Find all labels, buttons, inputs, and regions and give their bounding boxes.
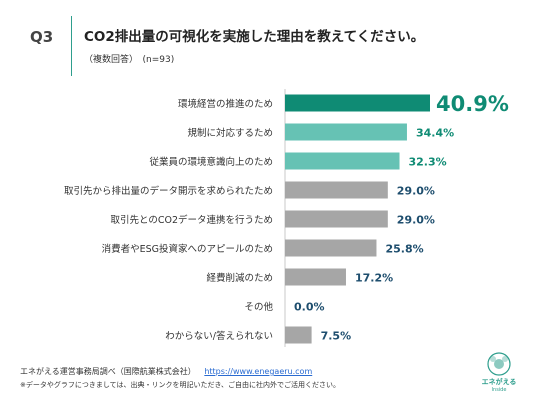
source-line: エネがえる運営事務局調べ（国際航業株式会社） https://www.enega… (20, 366, 312, 377)
category-label: 経費削減のため (206, 272, 273, 284)
category-label: 取引先とのCO2データ連携を行うため (110, 214, 273, 226)
bar (285, 152, 400, 170)
category-label: 環境経営の推進のため (178, 98, 273, 110)
value-label: 7.5% (321, 330, 352, 343)
question-text: CO2排出量の可視化を実施した理由を教えてください。 (84, 29, 425, 45)
sample-note: （複数回答） (n=93) (84, 55, 175, 65)
bar (285, 268, 346, 286)
value-label: 25.8% (385, 243, 423, 256)
category-label: 従業員の環境意識向上のため (149, 156, 273, 168)
value-label: 17.2% (355, 272, 393, 285)
bar (285, 94, 430, 112)
category-label: 取引先から排出量のデータ開示を求められたため (64, 185, 273, 197)
source-link[interactable]: https://www.enegaeru.com (204, 367, 313, 376)
logo-sub: Inside (491, 387, 507, 393)
logo-name: エネがえる (481, 378, 517, 386)
enegaeru-logo-icon (487, 352, 511, 376)
value-label: 32.3% (409, 156, 447, 169)
value-label: 29.0% (397, 214, 435, 227)
bar (285, 181, 388, 199)
bar (285, 239, 377, 257)
value-label: 34.4% (416, 127, 454, 140)
category-label: 消費者やESG投資家へのアピールのため (102, 243, 273, 255)
value-label: 40.9% (436, 92, 509, 116)
value-label: 0.0% (294, 301, 325, 314)
question-number: Q3 (30, 28, 54, 46)
usage-notice: ※データやグラフにつきましては、出典・リンクを明記いただき、ご自由に社内外でご活… (20, 381, 341, 389)
value-label: 29.0% (397, 185, 435, 198)
bar (285, 326, 312, 344)
header-divider (71, 16, 72, 76)
category-label: 規制に対応するため (187, 127, 273, 139)
category-label: その他 (244, 301, 273, 313)
source-text: エネがえる運営事務局調べ（国際航業株式会社） (20, 367, 196, 376)
bar (285, 210, 388, 228)
category-label: わからない/答えられない (165, 330, 273, 342)
bar (285, 123, 407, 141)
